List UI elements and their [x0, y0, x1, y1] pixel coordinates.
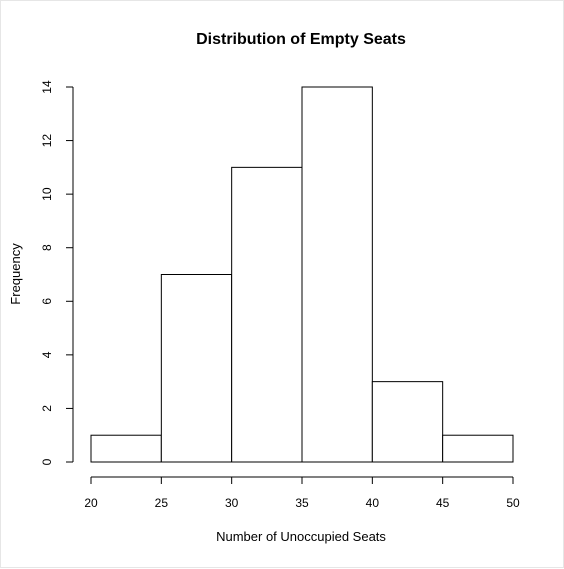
histogram-bar-5 — [442, 434, 514, 463]
x-axis: 20 25 30 35 40 45 50 — [84, 476, 520, 510]
y-tick-label-5: 10 — [40, 187, 54, 201]
x-tick-label-3: 35 — [295, 496, 309, 510]
x-tick-label-1: 25 — [155, 496, 169, 510]
histogram-bar-2 — [231, 166, 303, 463]
bars-group — [90, 86, 514, 463]
x-tick-label-6: 50 — [506, 496, 520, 510]
x-tick-label-2: 30 — [225, 496, 239, 510]
x-axis-label: Number of Unoccupied Seats — [216, 529, 386, 544]
y-tick-label-6: 12 — [40, 134, 54, 148]
x-tick-label-4: 40 — [366, 496, 380, 510]
histogram-bar-1 — [160, 274, 233, 463]
y-axis-label: Frequency — [8, 243, 23, 305]
y-tick-label-0: 0 — [40, 458, 54, 465]
x-tick-label-0: 20 — [84, 496, 98, 510]
y-tick-label-4: 8 — [40, 244, 54, 251]
y-axis: 0 2 4 6 8 10 12 14 — [40, 80, 74, 465]
histogram-bar-3 — [301, 86, 373, 463]
y-tick-label-2: 4 — [40, 351, 54, 358]
histogram-bar-4 — [371, 381, 444, 463]
y-tick-label-1: 2 — [40, 405, 54, 412]
x-tick-label-5: 45 — [436, 496, 450, 510]
y-tick-label-3: 6 — [40, 298, 54, 305]
chart-title: Distribution of Empty Seats — [196, 31, 406, 48]
histogram-bar-0 — [90, 434, 162, 463]
y-tick-label-7: 14 — [40, 80, 54, 94]
